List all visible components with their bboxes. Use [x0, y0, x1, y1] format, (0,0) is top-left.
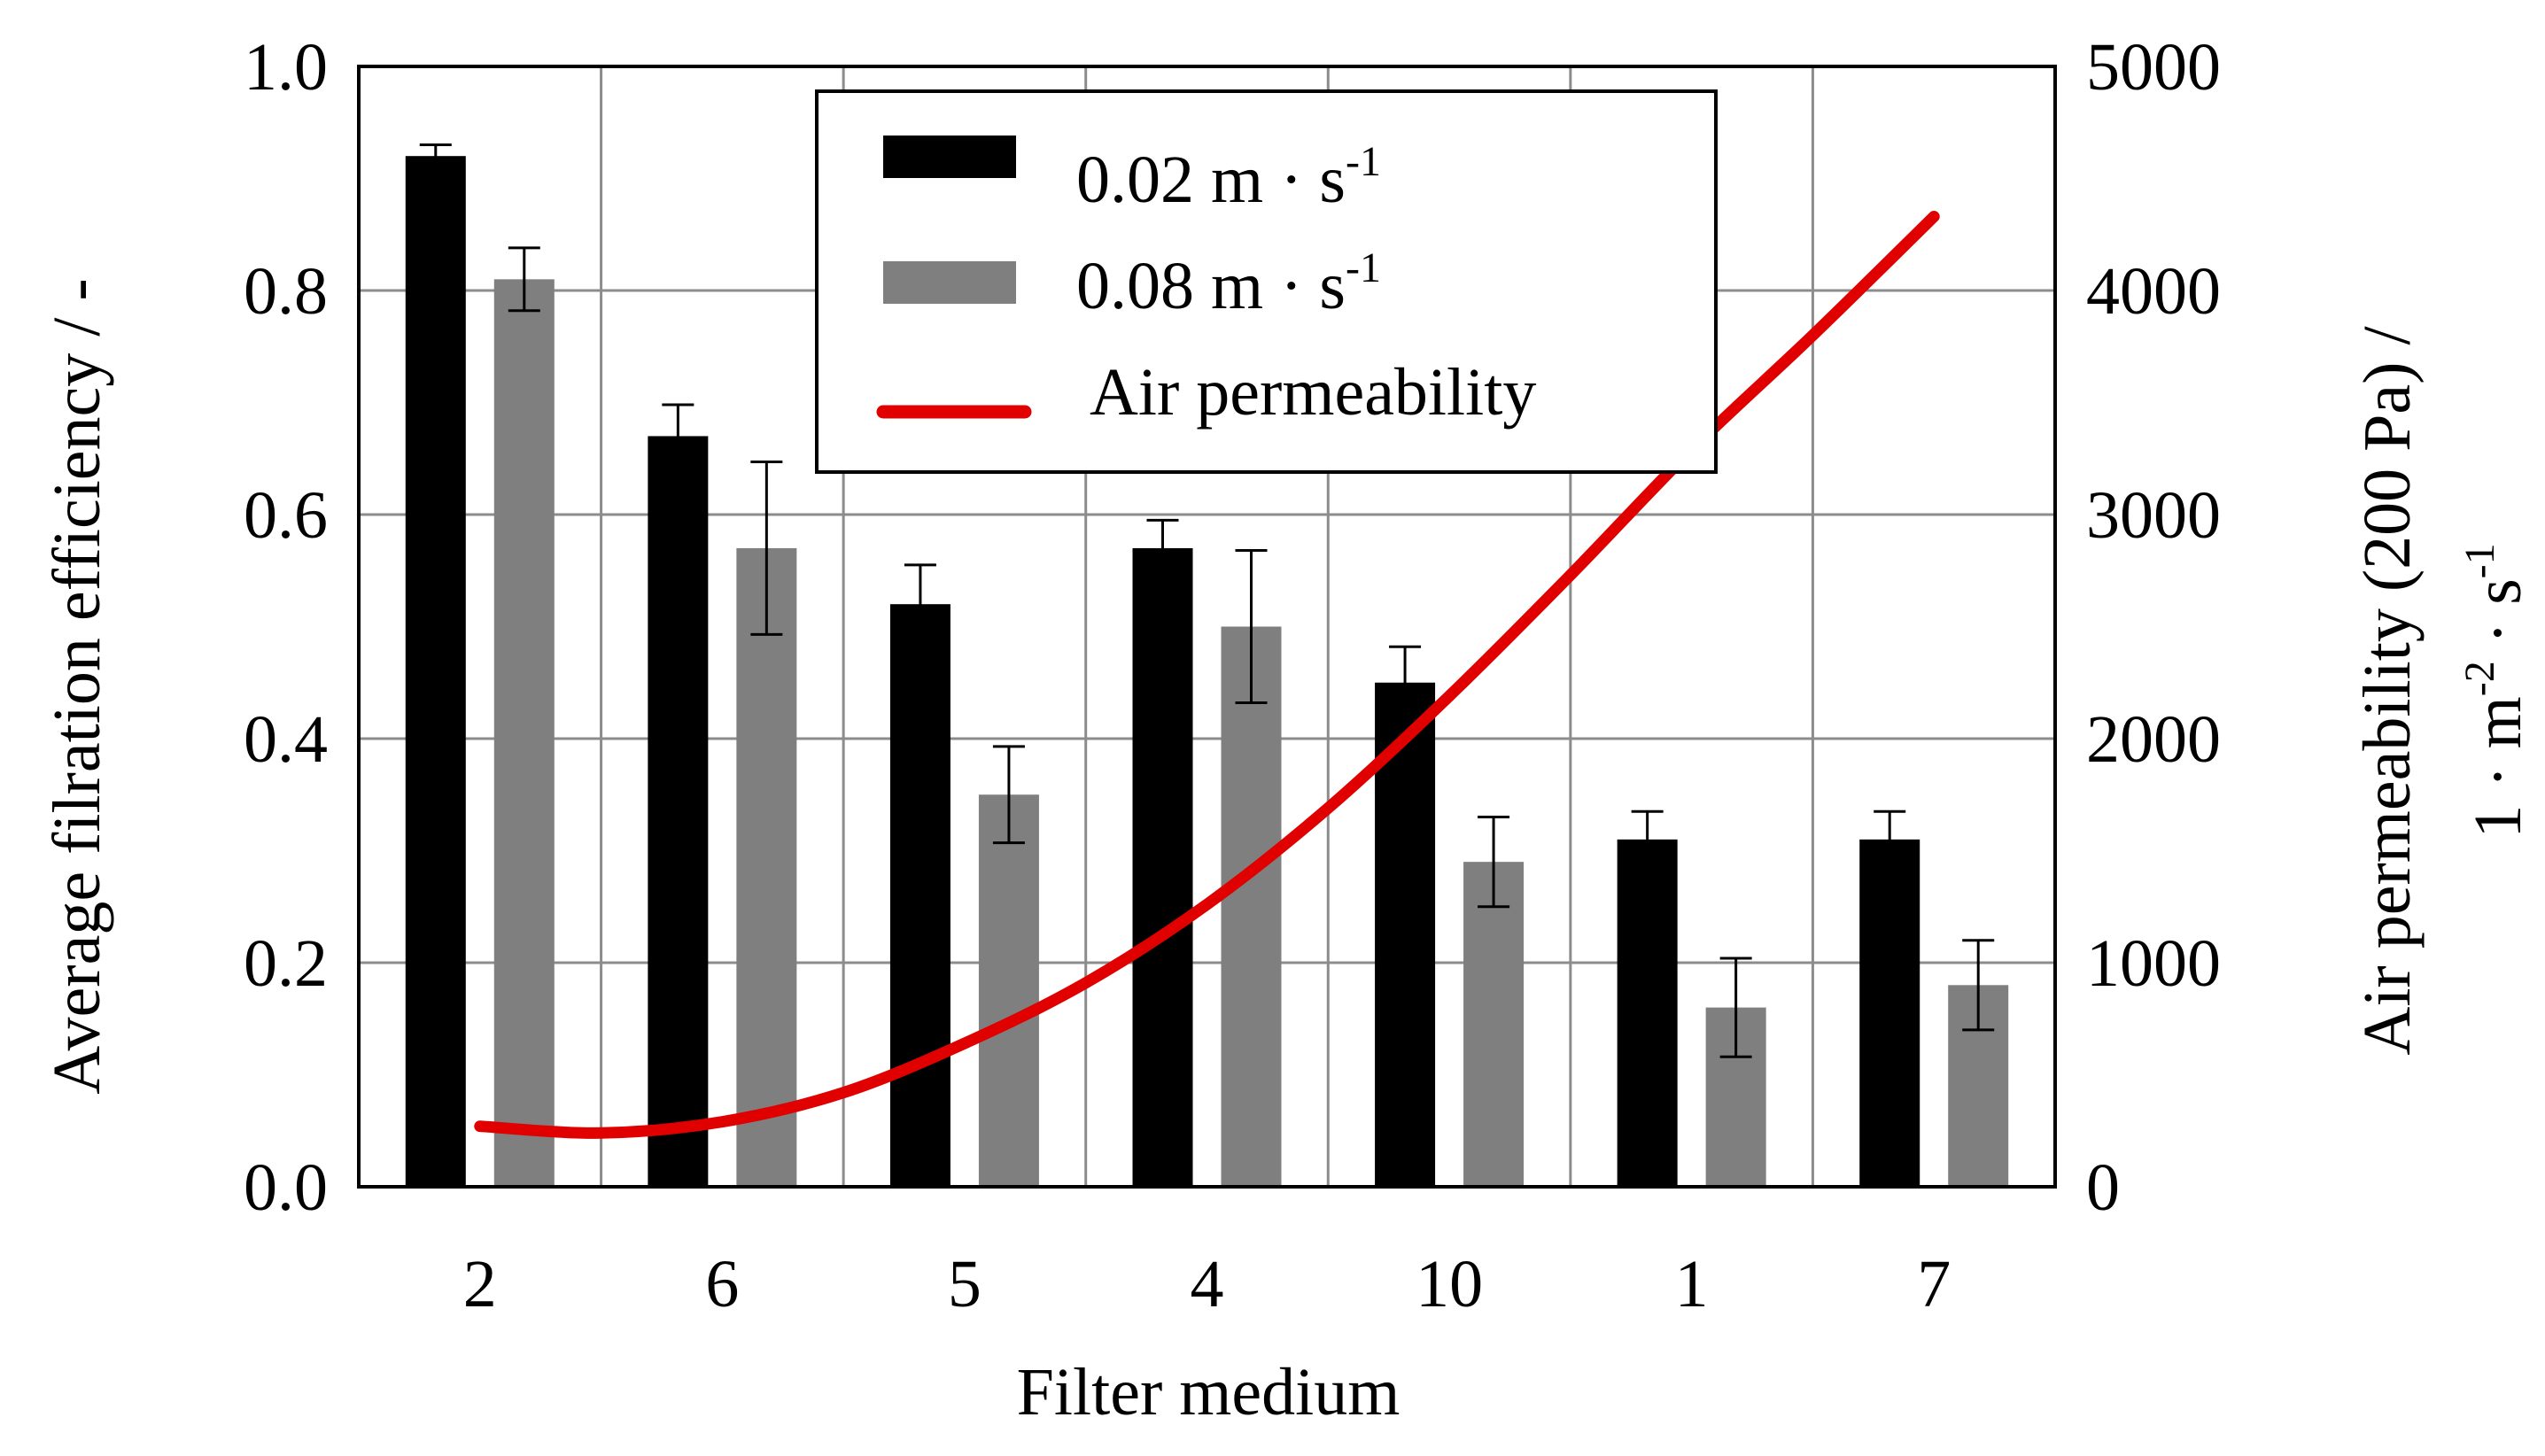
bar-0.02-5 [889, 604, 950, 1187]
legend-label-0.02: 0.02 m · s-1 [1076, 138, 1381, 217]
right-axis-label-line1: Air permeability (200 Pa) / [2350, 326, 2425, 1056]
error-bar-0.08-1 [1719, 956, 1752, 1058]
x-tick-label: 6 [705, 1247, 739, 1321]
right-axis-label-exp-b: -1 [2456, 543, 2503, 578]
bar-0.02-1 [1617, 839, 1678, 1187]
x-tick-label: 7 [1917, 1247, 1951, 1321]
y2-tick-label: 3000 [2086, 478, 2221, 553]
bar-0.02-10 [1375, 682, 1436, 1187]
left-axis-label: Average filration efficiency / - [40, 278, 114, 1094]
legend-swatch-0.08 [883, 261, 1016, 304]
y-tick-label: 0.8 [244, 254, 328, 329]
error-bar-0.02-7 [1874, 809, 1906, 869]
x-tick-label: 2 [463, 1247, 497, 1321]
right-axis-label-line2: 1 · m-2 · s-1 [2456, 543, 2535, 838]
error-bar-0.02-5 [904, 563, 936, 645]
y2-tick-label: 5000 [2086, 30, 2221, 105]
legend-label-0.08-base: 0.08 m · s [1076, 249, 1346, 323]
legend-swatch-0.02 [883, 136, 1016, 178]
bar-0.02-4 [1132, 547, 1193, 1187]
error-bar-0.02-4 [1146, 518, 1179, 578]
bar-0.08-2 [493, 279, 555, 1188]
bar-0.02-2 [405, 156, 466, 1188]
bar-0.08-6 [736, 547, 797, 1187]
right-axis-ticks: 0 1000 2000 3000 4000 5000 [2086, 30, 2221, 1225]
bars [405, 156, 2009, 1188]
x-axis-label: Filter medium [1017, 1355, 1401, 1429]
y2-tick-label: 1000 [2086, 926, 2221, 1001]
y2-tick-label: 2000 [2086, 702, 2221, 777]
plot-frame [357, 65, 2057, 1189]
y2-tick-label: 4000 [2086, 254, 2221, 329]
y-tick-label: 0.6 [244, 478, 328, 553]
error-bar-0.08-6 [750, 461, 783, 636]
error-bar-0.02-1 [1631, 809, 1664, 869]
y-tick-label: 0.2 [244, 926, 328, 1001]
error-bar-0.08-5 [992, 745, 1025, 845]
bar-0.08-4 [1221, 626, 1282, 1187]
error-bar-0.08-4 [1235, 548, 1268, 705]
y2-tick-label: 0 [2086, 1150, 2120, 1225]
x-tick-label: 5 [948, 1247, 982, 1321]
error-bar-0.02-6 [662, 403, 694, 469]
error-bar-0.08-2 [508, 246, 540, 313]
legend-label-0.08-sup: -1 [1346, 244, 1381, 291]
error-bar-0.08-7 [1962, 939, 1995, 1032]
error-bars [419, 143, 1995, 1058]
error-bar-0.02-2 [419, 143, 452, 169]
bar-0.08-5 [978, 794, 1039, 1187]
error-bar-0.02-10 [1389, 645, 1422, 720]
legend-label-air-permeability: Air permeability [1090, 355, 1536, 430]
x-tick-label: 10 [1416, 1247, 1483, 1321]
right-axis-label-exp-a: -2 [2456, 661, 2503, 696]
legend: 0.02 m · s-1 0.08 m · s-1 Air permeabili… [815, 89, 1718, 474]
legend-label-0.08: 0.08 m · s-1 [1076, 244, 1381, 323]
right-axis-label-unit-b: · s [2461, 578, 2535, 661]
legend-label-0.02-base: 0.02 m · s [1076, 143, 1346, 217]
bar-0.08-10 [1463, 862, 1525, 1187]
left-axis-ticks: 0.0 0.2 0.4 0.6 0.8 1.0 [244, 30, 328, 1225]
x-tick-label: 1 [1675, 1247, 1709, 1321]
right-axis-label-unit-a: 1 · m [2461, 696, 2535, 838]
error-bar-0.08-10 [1478, 816, 1510, 909]
x-tick-label: 4 [1191, 1247, 1224, 1321]
y-tick-label: 1.0 [244, 30, 328, 105]
bar-0.02-6 [648, 436, 709, 1187]
bar-0.02-7 [1859, 839, 1920, 1187]
legend-label-0.02-sup: -1 [1346, 138, 1381, 185]
y-tick-label: 0.0 [244, 1150, 328, 1225]
x-axis-ticks: 2 6 5 4 10 1 7 [463, 1247, 1951, 1321]
y-tick-label: 0.4 [244, 702, 328, 777]
